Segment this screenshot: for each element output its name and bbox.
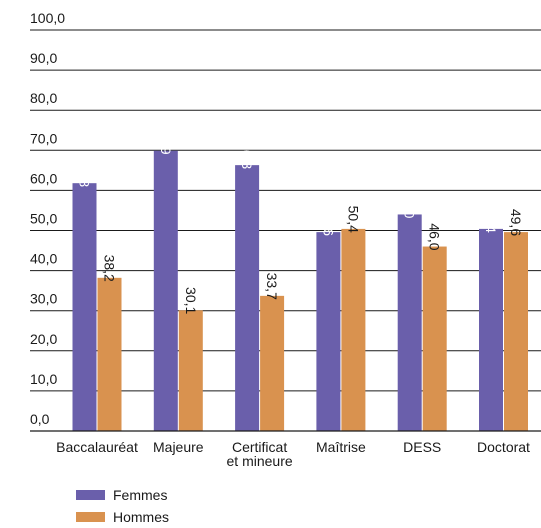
data-label: 30,1 — [183, 287, 199, 314]
y-tick-label: 80,0 — [30, 90, 57, 106]
bar-hommes — [341, 228, 366, 431]
bar-femmes — [72, 183, 97, 431]
bar-femmes — [153, 150, 178, 432]
x-tick-label: Certificat — [232, 439, 287, 455]
bar-chart: 0,0 10,0 20,0 30,0 40,0 50,0 60,0 70,0 80,0 90,0 1… — [30, 10, 541, 469]
data-label: 33,7 — [264, 273, 280, 300]
bar-femmes — [397, 214, 422, 431]
legend-swatch-femmes — [76, 490, 105, 500]
bar-hommes — [97, 277, 122, 431]
data-label: 61,8 — [77, 160, 93, 187]
legend-label-femmes: Femmes — [113, 487, 168, 503]
x-tick-label: DESS — [403, 439, 441, 455]
data-label: 50,4 — [483, 206, 499, 233]
bar-hommes — [260, 295, 285, 431]
data-label: 66,3 — [239, 142, 255, 169]
x-tick-label: Doctorat — [477, 439, 530, 455]
legend: Femmes Hommes — [76, 484, 169, 528]
legend-item-femmes: Femmes — [76, 484, 169, 506]
x-tick-label: Majeure — [153, 439, 204, 455]
bar-femmes — [235, 165, 260, 431]
legend-label-hommes: Hommes — [113, 509, 170, 525]
bar-hommes — [178, 310, 203, 431]
bar-femmes — [479, 228, 503, 431]
y-tick-label: 10,0 — [30, 371, 57, 387]
data-label: 46,0 — [427, 223, 443, 250]
y-tick-label: 0,0 — [30, 411, 50, 427]
bar-hommes — [422, 246, 447, 431]
y-tick-label: 30,0 — [30, 291, 57, 307]
data-label: 50,4 — [345, 206, 361, 233]
legend-swatch-hommes — [76, 512, 105, 522]
data-label: 69,9 — [158, 127, 174, 154]
y-tick-label: 70,0 — [30, 130, 57, 146]
x-tick-label: et mineure — [227, 453, 293, 469]
x-tick-label: Maîtrise — [316, 439, 366, 455]
bar-femmes — [316, 232, 341, 431]
data-label: 49,6 — [320, 209, 336, 236]
y-tick-label: 90,0 — [30, 50, 57, 66]
data-label: 49,6 — [508, 209, 524, 236]
y-tick-label: 50,0 — [30, 211, 57, 227]
legend-item-hommes: Hommes — [76, 506, 169, 528]
y-tick-label: 60,0 — [30, 170, 57, 186]
y-tick-label: 100,0 — [30, 10, 65, 26]
data-label: 38,2 — [102, 255, 118, 282]
y-tick-label: 40,0 — [30, 251, 57, 267]
x-tick-label: Baccalauréat — [56, 439, 138, 455]
data-label: 54,0 — [402, 191, 418, 218]
bar-hommes — [504, 232, 528, 431]
y-tick-label: 20,0 — [30, 331, 57, 347]
